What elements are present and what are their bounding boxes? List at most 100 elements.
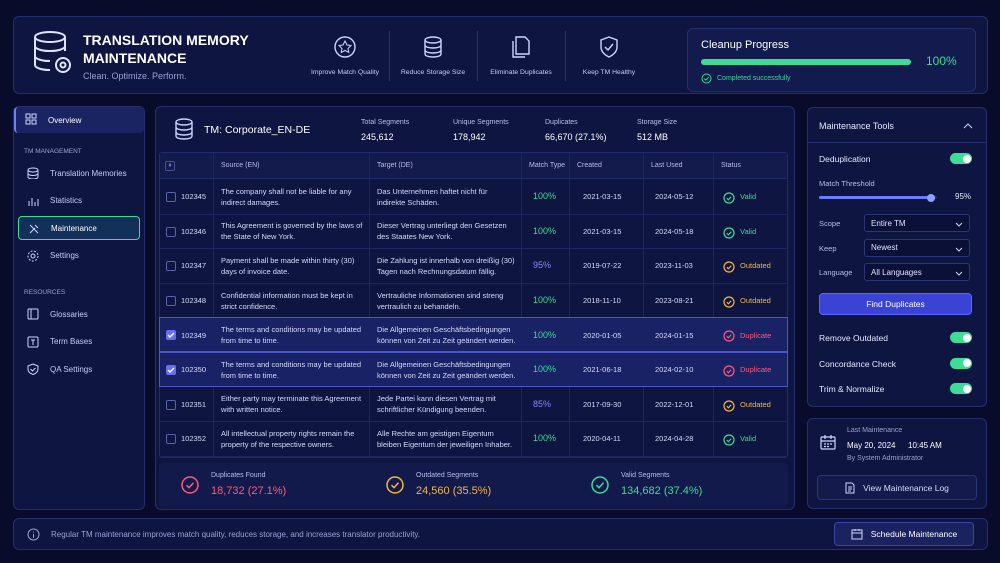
summary-icon (590, 475, 610, 500)
stat-label: Storage Size (637, 119, 678, 126)
slider-knob[interactable] (927, 193, 936, 202)
cell-target: Die Zahlung ist innerhalb von dreißig (3… (377, 255, 515, 276)
select-value: Newest (871, 243, 898, 252)
info-icon (27, 528, 40, 541)
nav-label: Translation Memories (50, 168, 127, 178)
row-divider (160, 248, 787, 250)
cell-target: Jede Partei kann diesen Vertrag mit schr… (377, 394, 496, 415)
summary-value: 134,682 (37.4%) (621, 485, 703, 497)
toggle-knob (962, 359, 971, 367)
row-divider (160, 421, 787, 423)
nav-item[interactable]: Glossaries (18, 302, 140, 326)
toggle-label: Remove Outdated (819, 333, 888, 343)
cell-created: 2021-03-15 (583, 192, 622, 202)
status-icon (723, 191, 735, 209)
nav-item[interactable]: Overview (14, 107, 144, 133)
cell-last-used: 2024-04-28 (655, 434, 694, 444)
cell-target: Das Unternehmen haftet nicht für indirek… (377, 186, 488, 207)
column-header: Match Type (529, 162, 566, 169)
find-button[interactable]: Find Duplicates (819, 293, 972, 315)
toggle-label: Concordance Check (819, 358, 897, 369)
toggle[interactable] (950, 332, 972, 343)
status-icon (723, 295, 735, 313)
checkbox[interactable] (166, 226, 176, 237)
toggle[interactable] (950, 383, 972, 394)
tools-panel: Maintenance Tools Deduplication Match Thr… (807, 107, 987, 407)
checkbox[interactable] (166, 192, 176, 202)
cell-status: Valid (740, 226, 757, 236)
cell-match: 100% (533, 433, 557, 444)
feature-icon (333, 35, 357, 64)
column-header: Last Used (651, 162, 683, 169)
footer: Regular TM maintenance improves match qu… (13, 518, 988, 550)
footer-info: Regular TM maintenance improves match qu… (51, 530, 421, 539)
cell-match: 95% (533, 260, 552, 271)
col-divider (643, 153, 644, 458)
db-icon (34, 31, 71, 73)
cell-status: Valid (740, 192, 757, 202)
cell-source: The terms and conditions may be updated … (221, 359, 362, 380)
cell-match: 85% (533, 398, 552, 409)
table-header (160, 153, 787, 179)
cell-id: 102347 (181, 261, 207, 271)
stat-value: 512 MB (637, 132, 669, 142)
cell-source: Payment shall be made within thirty (30)… (221, 255, 355, 276)
checkbox[interactable] (166, 261, 176, 272)
toggle[interactable] (950, 357, 972, 369)
feature-label: Improve Match Quality (311, 69, 379, 76)
cell-last-used: 2022-12-01 (655, 399, 694, 409)
summary-bar (159, 463, 788, 507)
cell-status: Valid (740, 434, 757, 444)
nav-item[interactable]: QA Settings (18, 357, 140, 381)
feature-divider (389, 31, 390, 81)
nav-item[interactable]: Term Bases (18, 330, 140, 354)
log-button[interactable]: View Maintenance Log (817, 475, 977, 500)
select-value: Entire TM (871, 218, 906, 228)
select[interactable]: Entire TM (864, 214, 970, 232)
table (159, 152, 788, 458)
main-panel: TM: Corporate_EN-DE Total Segments 245,61… (155, 106, 795, 510)
feature-label: Reduce Storage Size (400, 69, 466, 76)
select-value: All Languages (871, 267, 922, 277)
cell-status: Duplicate (740, 365, 772, 375)
checkbox[interactable] (166, 399, 176, 410)
select-label: Language (819, 268, 853, 277)
checkbox[interactable] (166, 295, 176, 306)
nav-label: Settings (50, 251, 79, 260)
checkbox[interactable] (166, 330, 176, 341)
toggle-knob (962, 333, 971, 342)
row-highlight (159, 317, 788, 352)
slider-track (819, 193, 937, 202)
cell-status: Outdated (740, 399, 771, 409)
cell-source: This Agreement is governed by the laws o… (221, 221, 363, 242)
column-header: Target (DE) (377, 162, 413, 169)
select[interactable]: All Languages (864, 263, 970, 281)
cell-status: Duplicate (740, 330, 772, 340)
cell-status: Outdated (740, 261, 771, 271)
cell-last-used: 2023-08-21 (655, 296, 694, 306)
column-header: Created (577, 162, 602, 169)
nav-item[interactable]: Translation Memories (18, 161, 140, 185)
nav-item[interactable]: Settings (18, 244, 140, 268)
cell-id: 102346 (181, 226, 207, 236)
column-header: # (165, 161, 175, 171)
cell-source: The company shall not be liable for any … (221, 186, 352, 207)
nav-item[interactable]: Maintenance (18, 216, 140, 240)
nav-item[interactable]: Statistics (18, 189, 140, 213)
status-icon (723, 226, 735, 244)
stat-value: 66,670 (27.1%) (545, 132, 607, 142)
cell-source: The terms and conditions may be updated … (221, 325, 362, 346)
checkbox[interactable] (166, 365, 176, 375)
feature-icon (421, 35, 445, 64)
checkbox[interactable] (166, 434, 176, 445)
collapse-icon[interactable] (963, 122, 973, 130)
toggle[interactable] (950, 153, 972, 164)
select[interactable]: Newest (864, 238, 970, 257)
lm-label: Last Maintenance (847, 427, 903, 434)
summary-icon (385, 475, 405, 500)
row-divider (160, 213, 787, 215)
threshold-value: 95% (955, 192, 972, 201)
feature-label: Eliminate Duplicates (490, 69, 552, 76)
row-divider (160, 282, 787, 284)
schedule-button[interactable]: Schedule Maintenance (834, 522, 974, 546)
